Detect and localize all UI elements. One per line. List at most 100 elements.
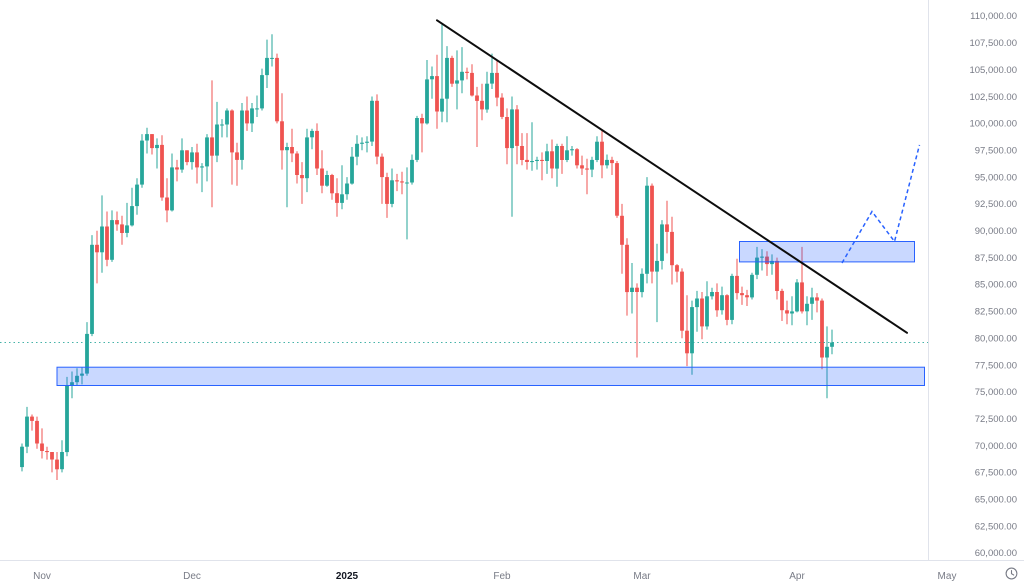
- price-axis-label[interactable]: 97,500.00: [975, 145, 1017, 156]
- price-axis-label[interactable]: 95,000.00: [975, 172, 1017, 183]
- descending-trendline[interactable]: [436, 19, 908, 334]
- candle-up: [530, 161, 534, 163]
- candle-down: [475, 95, 479, 101]
- candle-up: [590, 159, 594, 170]
- candle-down: [420, 118, 424, 124]
- price-axis-label[interactable]: 102,500.00: [969, 92, 1017, 103]
- price-axis-label[interactable]: 60,000.00: [975, 548, 1017, 559]
- candle-down: [35, 420, 39, 444]
- time-axis-label[interactable]: Dec: [183, 571, 201, 582]
- candle-up: [345, 183, 349, 195]
- candle-down: [745, 295, 749, 298]
- price-axis-label[interactable]: 107,500.00: [969, 38, 1017, 49]
- candle-up: [825, 346, 829, 358]
- candle-up: [630, 287, 634, 292]
- candle-up: [190, 152, 194, 163]
- candle-down: [210, 137, 214, 156]
- candle-up: [415, 118, 419, 160]
- price-axis-label[interactable]: 65,000.00: [975, 495, 1017, 506]
- time-axis-label[interactable]: 2025: [336, 571, 359, 582]
- projected-path-line[interactable]: [841, 144, 921, 264]
- candle-down: [435, 76, 439, 112]
- candle-down: [50, 452, 54, 460]
- candle-up: [365, 141, 369, 143]
- candle-down: [195, 152, 199, 168]
- candle-down: [450, 57, 454, 84]
- candle-up: [265, 57, 269, 76]
- price-axis-label[interactable]: 67,500.00: [975, 468, 1017, 479]
- candle-down: [550, 151, 554, 169]
- time-axis-label[interactable]: Apr: [789, 571, 805, 582]
- candle-down: [800, 282, 804, 312]
- candle-down: [615, 163, 619, 216]
- candle-down: [515, 109, 519, 146]
- candle-down: [740, 293, 744, 296]
- candle-up: [110, 220, 114, 260]
- candle-up: [595, 141, 599, 160]
- candle-up: [270, 57, 274, 59]
- candle-down: [120, 224, 124, 233]
- candle-down: [500, 97, 504, 117]
- candle-up: [555, 146, 559, 169]
- candle-up: [705, 296, 709, 327]
- candle-down: [275, 57, 279, 122]
- support-zone-box[interactable]: [56, 366, 925, 387]
- candle-up: [70, 382, 74, 386]
- candle-down: [765, 256, 769, 265]
- timezone-clock-icon[interactable]: [1004, 566, 1019, 581]
- candle-up: [180, 150, 184, 170]
- candle-up: [510, 109, 514, 149]
- candle-down: [465, 71, 469, 73]
- time-axis-label[interactable]: Feb: [493, 571, 511, 582]
- time-axis-label[interactable]: Mar: [633, 571, 651, 582]
- price-axis-label[interactable]: 110,000.00: [970, 11, 1017, 22]
- price-axis-label[interactable]: 90,000.00: [975, 226, 1017, 237]
- price-axis-label[interactable]: 100,000.00: [969, 119, 1017, 130]
- candle-down: [230, 110, 234, 153]
- resistance-zone-box[interactable]: [739, 241, 915, 263]
- price-axis-label[interactable]: 87,500.00: [975, 253, 1017, 264]
- candle-down: [520, 146, 524, 160]
- price-axis-label[interactable]: 82,500.00: [975, 307, 1017, 318]
- candle-up: [255, 108, 259, 110]
- price-axis-label[interactable]: 92,500.00: [975, 199, 1017, 210]
- candle-down: [45, 451, 49, 453]
- candle-down: [150, 134, 154, 149]
- candle-down: [400, 181, 404, 183]
- candle-up: [565, 150, 569, 160]
- candle-up: [310, 130, 314, 138]
- candle-up: [730, 275, 734, 320]
- candle-down: [715, 292, 719, 311]
- price-axis-label[interactable]: 105,000.00: [969, 65, 1017, 76]
- candle-down: [580, 165, 584, 169]
- candle-down: [575, 149, 579, 166]
- price-axis-label[interactable]: 75,000.00: [975, 387, 1017, 398]
- candle-up: [390, 180, 394, 204]
- time-axis-label[interactable]: Nov: [33, 571, 51, 582]
- candle-up: [640, 273, 644, 293]
- candle-down: [725, 295, 729, 320]
- candle-down: [560, 146, 564, 160]
- candle-up: [460, 71, 464, 81]
- candle-up: [790, 311, 794, 314]
- candle-up: [440, 98, 444, 112]
- price-axis-label[interactable]: 62,500.00: [975, 521, 1017, 532]
- candle-down: [480, 100, 484, 110]
- candle-up: [660, 224, 664, 261]
- candle-up: [240, 110, 244, 160]
- price-axis-label[interactable]: 70,000.00: [975, 441, 1017, 452]
- candle-up: [200, 166, 204, 168]
- candle-down: [735, 275, 739, 294]
- candle-up: [85, 333, 89, 374]
- candle-down: [525, 159, 529, 162]
- candle-up: [485, 83, 489, 110]
- price-axis-label[interactable]: 85,000.00: [975, 280, 1017, 291]
- time-axis-label[interactable]: May: [938, 571, 957, 582]
- price-axis-label[interactable]: 80,000.00: [975, 333, 1017, 344]
- price-axis-label[interactable]: 72,500.00: [975, 414, 1017, 425]
- candle-down: [300, 175, 304, 179]
- candle-up: [535, 159, 539, 161]
- price-axis-label[interactable]: 77,500.00: [975, 360, 1017, 371]
